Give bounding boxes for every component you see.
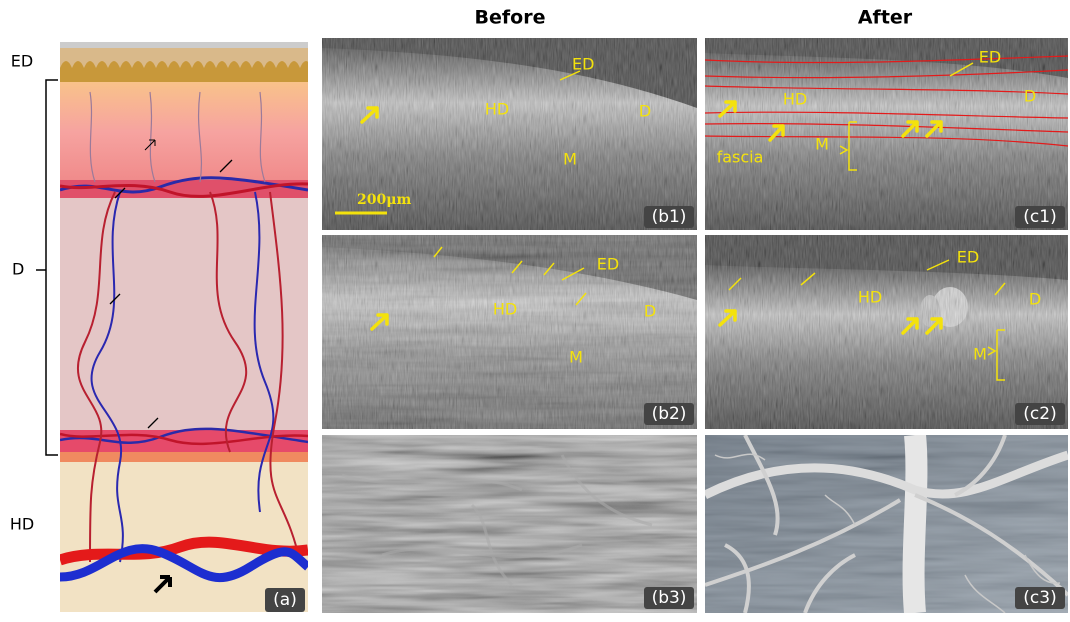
- annotation: ED: [11, 52, 33, 71]
- annotation: D: [639, 102, 651, 121]
- annotation: ED: [572, 55, 594, 74]
- shape: [322, 435, 697, 613]
- panel-c3: (c3): [705, 435, 1068, 613]
- panel-c2: ED HD D M (c2): [705, 235, 1068, 429]
- shape: [60, 82, 308, 182]
- annotation: HD: [485, 100, 509, 119]
- shape: [60, 42, 308, 48]
- panel-b2: ED HD D M (b2): [322, 235, 697, 429]
- panel-c1: ED HD D M fascia (c1): [705, 38, 1068, 230]
- annotation: ED: [597, 255, 619, 274]
- figure: Before After ED D HD (a) ED HD D M 200μm…: [0, 0, 1070, 618]
- panel-b3: (b3): [322, 435, 697, 613]
- annotation: HD: [783, 90, 807, 109]
- panel-label: (b2): [652, 404, 687, 424]
- column-header: After: [858, 7, 913, 29]
- annotation: HD: [858, 288, 882, 307]
- annotation: D: [12, 260, 24, 279]
- annotation: D: [644, 302, 656, 321]
- annotation: ED: [979, 48, 1001, 67]
- shape: [322, 235, 697, 429]
- annotation: M: [973, 345, 987, 364]
- shape: [36, 80, 58, 455]
- annotation: D: [1029, 290, 1041, 309]
- annotation: M: [569, 348, 583, 367]
- annotation: 200μm: [357, 192, 411, 208]
- shape: [914, 435, 917, 613]
- annotation: M: [563, 150, 577, 169]
- column-header: Before: [475, 7, 546, 29]
- shape: [705, 38, 1068, 230]
- panel-b1: ED HD D M 200μm (b1): [322, 38, 697, 230]
- schematic: (a): [60, 42, 312, 612]
- annotation: M: [815, 135, 829, 154]
- annotation: HD: [493, 300, 517, 319]
- panel-label: (c2): [1023, 404, 1056, 424]
- annotation: HD: [10, 515, 34, 534]
- annotation: ED: [957, 248, 979, 267]
- panel-label: (a): [273, 590, 297, 610]
- shape: [705, 235, 1068, 429]
- panel-label: (b3): [652, 588, 687, 608]
- annotation: D: [1024, 87, 1036, 106]
- panel-label: (b1): [652, 207, 687, 227]
- panel-label: (c3): [1023, 588, 1056, 608]
- annotation: fascia: [717, 148, 764, 167]
- panel-label: (c1): [1023, 207, 1056, 227]
